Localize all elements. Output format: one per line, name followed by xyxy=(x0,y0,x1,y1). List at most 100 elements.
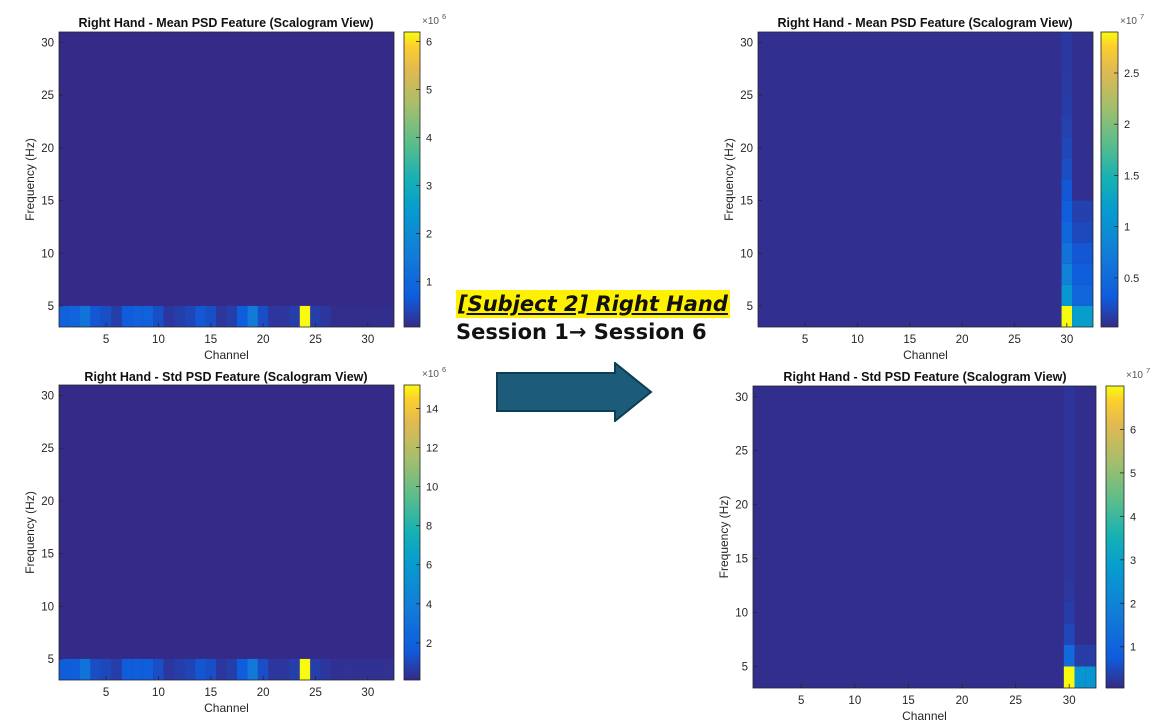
colorbar-tick-label: 5 xyxy=(426,85,432,97)
heatmap-cell xyxy=(153,658,164,680)
heatmap-cell xyxy=(1063,386,1075,581)
heatmap-cell xyxy=(289,305,300,327)
heatmap-cell xyxy=(69,658,80,680)
colorbar-exponent: 6 xyxy=(442,365,446,374)
y-tick-label: 15 xyxy=(735,554,748,566)
x-axis-label: Channel xyxy=(902,709,947,720)
colorbar-multiplier: ×10 xyxy=(1126,370,1143,381)
heatmap-cell xyxy=(1063,601,1075,624)
heatmap-cell xyxy=(132,305,143,327)
colorbar-tick-label: 2 xyxy=(426,638,432,650)
plot-frame xyxy=(757,31,1094,328)
colorbar-multiplier: ×10 xyxy=(422,369,439,380)
heatmap-cell xyxy=(341,658,353,680)
heatmap-cell xyxy=(1061,179,1073,201)
colorbar-tick-label: 1 xyxy=(1130,642,1136,654)
x-tick-label: 10 xyxy=(152,334,165,346)
heatmap-cell xyxy=(1061,221,1073,243)
heatmap-cell xyxy=(142,305,154,327)
y-axis-label: Frequency (Hz) xyxy=(717,496,731,579)
heatmap-cell xyxy=(163,658,175,680)
heatmap-cell xyxy=(1061,116,1073,138)
heatmap-cell xyxy=(100,658,112,680)
x-tick-label: 30 xyxy=(1060,334,1073,346)
heatmap-cell xyxy=(1072,284,1083,306)
colorbar xyxy=(403,384,421,681)
heatmap-cell xyxy=(383,305,394,327)
colorbar-exponent: 6 xyxy=(442,12,446,21)
heatmap-cell xyxy=(362,305,374,327)
heatmap-cell xyxy=(247,658,258,680)
heatmap-cell xyxy=(331,305,342,327)
heatmap-background xyxy=(59,32,394,327)
colorbar-tick-label: 1 xyxy=(1124,222,1130,234)
x-tick-label: 25 xyxy=(1009,695,1022,707)
y-tick-label: 25 xyxy=(41,443,54,455)
heatmap-cell xyxy=(1072,242,1083,264)
y-tick-label: 20 xyxy=(41,143,54,155)
y-tick-label: 30 xyxy=(41,391,54,403)
colorbar-tick-label: 1.5 xyxy=(1124,170,1139,182)
colorbar-multiplier: ×10 xyxy=(1120,16,1137,27)
heatmap-cell xyxy=(132,658,143,680)
colorbar-tick-label: 0.5 xyxy=(1124,273,1139,285)
heatmap-cell xyxy=(1061,200,1073,222)
x-tick-label: 10 xyxy=(152,687,165,699)
heatmap-cell xyxy=(1063,666,1075,688)
heatmap-cell xyxy=(310,658,321,680)
y-tick-label: 30 xyxy=(740,38,753,50)
x-tick-label: 15 xyxy=(204,687,217,699)
heatmap-cell xyxy=(310,305,321,327)
heatmap-cell xyxy=(383,658,394,680)
chart-title: Right Hand - Std PSD Feature (Scalogram … xyxy=(84,370,368,384)
x-tick-label: 5 xyxy=(103,334,109,346)
colorbar-tick-label: 4 xyxy=(426,599,432,611)
heatmap-cell xyxy=(352,305,363,327)
heatmap-cell xyxy=(174,658,185,680)
y-tick-label: 5 xyxy=(48,301,54,313)
y-tick-label: 20 xyxy=(735,500,748,512)
colorbar-tick-label: 2 xyxy=(426,228,432,240)
y-tick-label: 5 xyxy=(742,661,748,673)
heatmap-cell xyxy=(278,305,290,327)
heatmap-cell xyxy=(79,305,91,327)
heatmap-cell xyxy=(59,658,70,680)
heatmap-cell xyxy=(1063,580,1075,602)
x-tick-label: 30 xyxy=(1063,695,1076,707)
chart-title: Right Hand - Std PSD Feature (Scalogram … xyxy=(783,370,1067,384)
heatmap-cell xyxy=(278,658,290,680)
x-axis-label: Channel xyxy=(903,348,948,362)
session-comparison-label: Session 1→ Session 6 xyxy=(456,320,707,344)
heatmap-cell xyxy=(1072,263,1083,285)
x-tick-label: 15 xyxy=(902,695,915,707)
x-axis-label: Channel xyxy=(204,701,249,715)
x-tick-label: 25 xyxy=(1008,334,1021,346)
heatmap-cell xyxy=(205,658,217,680)
x-tick-label: 30 xyxy=(361,334,374,346)
colorbar xyxy=(403,31,421,328)
colorbar-tick-label: 14 xyxy=(426,403,438,415)
x-tick-label: 25 xyxy=(309,334,322,346)
y-axis-label: Frequency (Hz) xyxy=(23,138,37,221)
y-tick-label: 5 xyxy=(48,654,54,666)
colorbar-tick-label: 12 xyxy=(426,443,438,455)
heatmap-cell xyxy=(341,305,353,327)
x-tick-label: 15 xyxy=(903,334,916,346)
heatmap-cell xyxy=(1074,644,1086,667)
heatmap-cell xyxy=(1082,200,1093,222)
subject-title: [Subject 2] Right Hand xyxy=(456,290,730,318)
heatmap-cell xyxy=(1074,666,1086,688)
heatmap-cell xyxy=(289,658,300,680)
heatmap-cell xyxy=(195,305,206,327)
heatmap-cell xyxy=(69,305,80,327)
heatmap-cell xyxy=(1063,623,1075,645)
heatmap-cell xyxy=(257,305,269,327)
colorbar-tick-label: 6 xyxy=(426,560,432,572)
heatmap-cell xyxy=(1061,95,1073,117)
heatmap-background xyxy=(758,32,1093,327)
heatmap-cell xyxy=(1082,305,1093,327)
chart-title: Right Hand - Mean PSD Feature (Scalogram… xyxy=(78,16,374,30)
heatmap-cell xyxy=(90,305,101,327)
x-tick-label: 30 xyxy=(361,687,374,699)
